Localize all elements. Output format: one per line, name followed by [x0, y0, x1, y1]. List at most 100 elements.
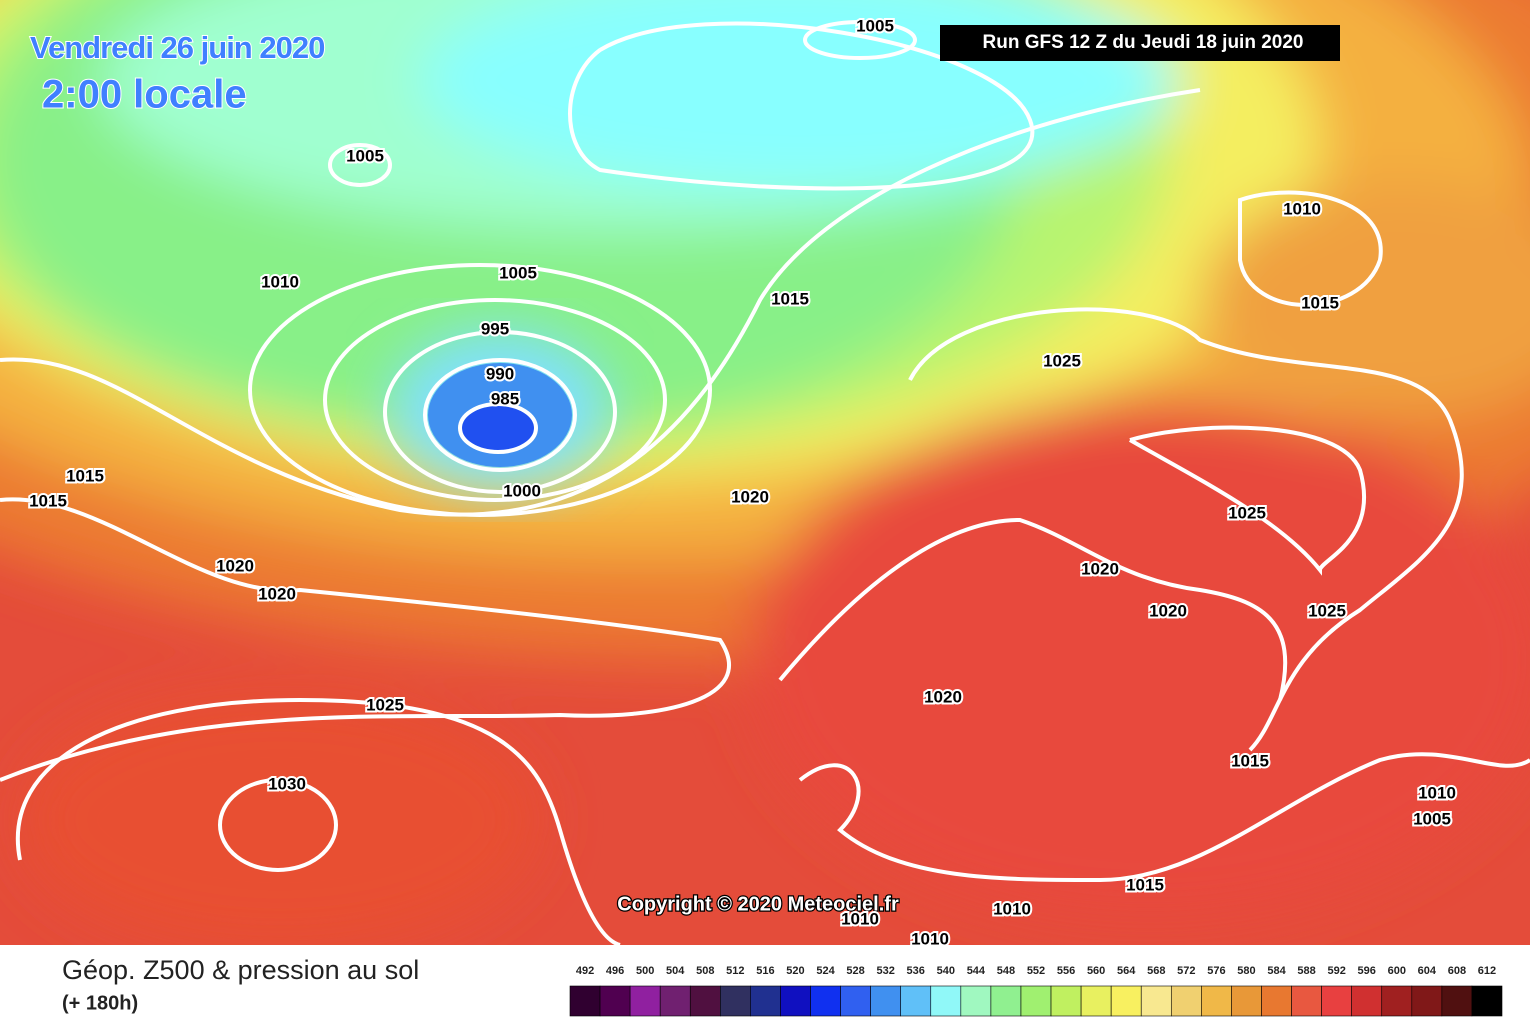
scale-label: 580 — [1237, 965, 1255, 977]
isobar-label: 1005 — [856, 16, 894, 35]
isobars — [0, 20, 1530, 945]
scale-swatch — [1351, 985, 1383, 1017]
scale-swatch — [960, 985, 992, 1017]
scale-label: 596 — [1358, 965, 1376, 977]
scale-label: 532 — [876, 965, 894, 977]
isobar-label: 1025 — [1308, 601, 1346, 620]
run-box — [940, 25, 1340, 61]
low-core — [462, 406, 534, 450]
run-label: Run GFS 12 Z du Jeudi 18 juin 2020 — [983, 32, 1304, 53]
isobar-label: 1025 — [366, 695, 404, 714]
isobar-labels: 1005 1005 1010 1005 995 990 985 1000 1015 1015 101… — [27, 14, 1458, 950]
scale-swatch — [1321, 985, 1352, 1017]
isobar-label: 1015 — [1301, 293, 1339, 312]
scale-swatch — [1291, 985, 1322, 1017]
scale-label: 576 — [1207, 965, 1225, 977]
map-title: Vendredi 26 juin 2020 — [30, 30, 324, 65]
scale-swatch — [810, 985, 841, 1017]
scale-swatch — [1170, 985, 1202, 1017]
scale-label: 552 — [1027, 965, 1045, 977]
color-scale: 492 496 500 504 508 512 516 520 524 528 532 536 540 5… — [569, 965, 1503, 1017]
scale-label: 496 — [606, 965, 624, 977]
scale-swatch — [1140, 985, 1172, 1017]
scale-label: 592 — [1327, 965, 1345, 977]
scale-swatch — [659, 985, 691, 1017]
isobar-label: 1010 — [261, 272, 299, 291]
scale-swatch — [720, 985, 751, 1017]
scale-label: 548 — [997, 965, 1015, 977]
isobar-label: 995 — [481, 319, 509, 338]
scale-swatch — [900, 985, 932, 1017]
scale-label: 600 — [1388, 965, 1406, 977]
isobar-label: 1010 — [911, 929, 949, 948]
scale-swatch — [569, 985, 601, 1017]
scale-label: 536 — [907, 965, 925, 977]
scale-swatch — [750, 985, 781, 1017]
isobar-label: 1020 — [216, 556, 254, 575]
scale-label: 544 — [967, 965, 986, 977]
isobar-label: 1000 — [503, 481, 541, 500]
isobar-label: 1025 — [1043, 351, 1081, 370]
scale-swatch — [1201, 985, 1232, 1017]
scale-label: 584 — [1267, 965, 1286, 977]
scale-swatch — [599, 985, 631, 1017]
scale-label: 516 — [756, 965, 774, 977]
isobar-label: 1015 — [1126, 875, 1164, 894]
isobar-label: 1015 — [29, 491, 67, 510]
scale-label: 500 — [636, 965, 654, 977]
isobar-label: 1030 — [268, 774, 306, 793]
scale-label: 508 — [696, 965, 714, 977]
scale-label: 520 — [786, 965, 804, 977]
scale-label: 568 — [1147, 965, 1165, 977]
isobar-label: 1015 — [1231, 751, 1269, 770]
scale-swatch — [1080, 985, 1112, 1017]
field — [0, 0, 1530, 945]
scale-label: 572 — [1177, 965, 1195, 977]
isobar-label: 1010 — [1418, 783, 1456, 802]
isobar-label: 1005 — [499, 263, 537, 282]
isobar-label: 1010 — [841, 909, 879, 928]
scale-label: 556 — [1057, 965, 1075, 977]
scale-label: 540 — [937, 965, 955, 977]
scale-swatch — [629, 985, 661, 1017]
isobar-label: 1020 — [258, 584, 296, 603]
scale-swatch — [689, 985, 721, 1017]
scale-label: 608 — [1448, 965, 1466, 977]
scale-label: 512 — [726, 965, 744, 977]
scale-label: 604 — [1418, 965, 1437, 977]
map-subtitle: 2:00 locale — [42, 73, 247, 117]
isobar-label: 1005 — [346, 146, 384, 165]
scale-swatch — [870, 985, 902, 1017]
isobar-label: 1020 — [731, 487, 769, 506]
scale-label: 588 — [1297, 965, 1315, 977]
scale-label: 492 — [576, 965, 594, 977]
isobar-label: 1020 — [1149, 601, 1187, 620]
scale-swatch — [1020, 985, 1052, 1017]
isobar-label: 985 — [491, 389, 519, 408]
scale-label: 612 — [1478, 965, 1496, 977]
scale-label: 528 — [846, 965, 864, 977]
scale-swatch — [1110, 985, 1142, 1017]
isobar-label: 1020 — [1081, 559, 1119, 578]
legend-lead: (+ 180h) — [62, 992, 138, 1014]
scale-swatch — [1381, 985, 1413, 1017]
copyright: Copyright © 2020 Meteociel.fr — [617, 893, 899, 915]
scale-swatch — [1471, 985, 1503, 1017]
scale-swatch — [1231, 985, 1262, 1017]
scale-label: 524 — [816, 965, 835, 977]
scale-swatch — [1441, 985, 1473, 1017]
isobar-label: 1005 — [1413, 809, 1451, 828]
isobar-label: 1020 — [924, 687, 962, 706]
isobar-label: 1010 — [1283, 199, 1321, 218]
scale-swatch — [1050, 985, 1082, 1017]
scale-swatch — [990, 985, 1022, 1017]
legend-title: Géop. Z500 & pression au sol — [62, 955, 419, 985]
scale-label: 564 — [1117, 965, 1136, 977]
scale-swatch — [930, 985, 962, 1017]
isobar-label: 1025 — [1228, 503, 1266, 522]
scale-swatch — [780, 985, 811, 1017]
scale-label: 504 — [666, 965, 685, 977]
isobar-label: 1015 — [66, 466, 104, 485]
isobar-label: 1015 — [771, 289, 809, 308]
